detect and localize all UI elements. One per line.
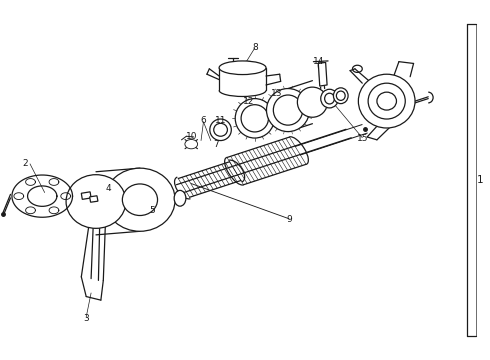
Ellipse shape xyxy=(336,91,345,100)
Ellipse shape xyxy=(214,123,227,136)
Ellipse shape xyxy=(377,92,396,110)
Ellipse shape xyxy=(105,168,175,231)
Ellipse shape xyxy=(235,99,274,138)
Text: 8: 8 xyxy=(252,43,258,52)
Ellipse shape xyxy=(219,61,266,75)
Text: 9: 9 xyxy=(286,215,292,224)
Text: 15: 15 xyxy=(357,134,368,143)
Ellipse shape xyxy=(358,74,415,128)
Text: 5: 5 xyxy=(149,206,155,215)
Ellipse shape xyxy=(321,89,338,108)
Ellipse shape xyxy=(210,119,231,140)
Text: 2: 2 xyxy=(23,159,28,168)
Text: 14: 14 xyxy=(313,57,324,66)
Ellipse shape xyxy=(325,93,334,104)
Ellipse shape xyxy=(174,190,186,206)
Text: 10: 10 xyxy=(186,132,197,141)
Ellipse shape xyxy=(297,87,327,117)
Ellipse shape xyxy=(368,83,405,119)
Ellipse shape xyxy=(333,88,348,104)
Text: 12: 12 xyxy=(243,96,255,105)
Text: 7: 7 xyxy=(213,140,219,149)
Polygon shape xyxy=(318,62,327,86)
Ellipse shape xyxy=(185,139,197,149)
Text: 13: 13 xyxy=(271,89,283,98)
Ellipse shape xyxy=(66,175,126,228)
Text: 1: 1 xyxy=(477,175,484,185)
Ellipse shape xyxy=(241,105,269,132)
Text: 11: 11 xyxy=(215,116,226,125)
Polygon shape xyxy=(81,192,91,199)
Text: 3: 3 xyxy=(83,314,89,323)
Ellipse shape xyxy=(273,95,303,125)
Ellipse shape xyxy=(267,89,310,132)
Text: 4: 4 xyxy=(105,184,111,193)
Text: 6: 6 xyxy=(200,116,206,125)
Polygon shape xyxy=(90,196,98,202)
Ellipse shape xyxy=(122,184,158,216)
